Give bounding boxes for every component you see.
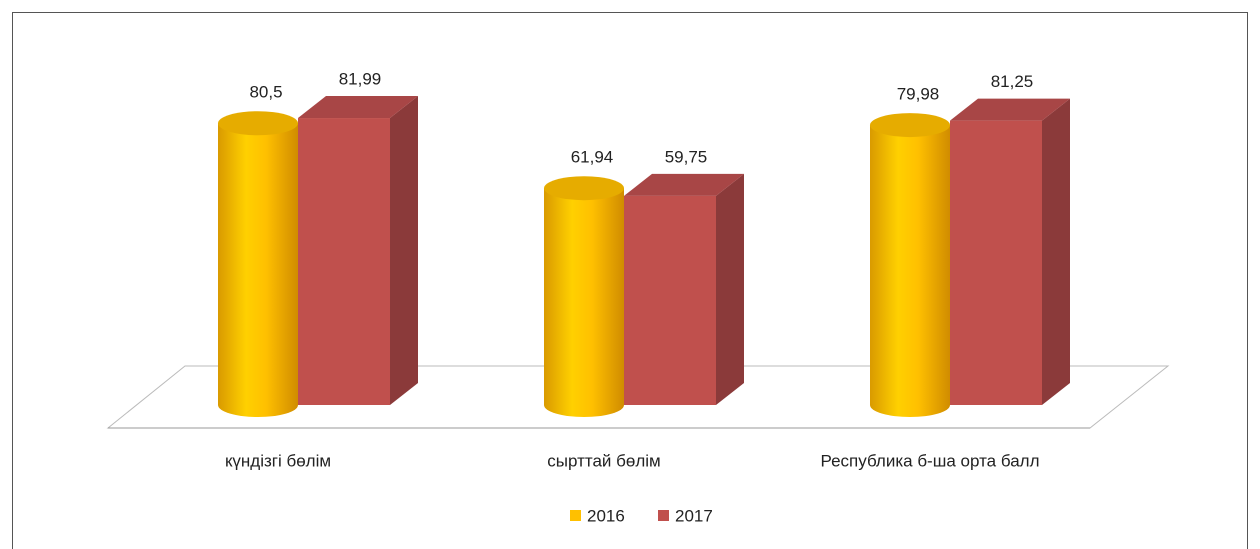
bar [624, 173, 744, 405]
box-side [1042, 98, 1070, 405]
x-tick-label: Республика б-ша орта балл [821, 451, 1040, 470]
frame [12, 12, 1248, 549]
data-label: 61,94 [571, 148, 614, 167]
legend-swatch [570, 510, 581, 521]
data-label: 59,75 [665, 147, 708, 166]
cylinder-body [870, 125, 950, 417]
box-side [716, 173, 744, 405]
box-top [950, 98, 1070, 121]
data-label: 81,25 [991, 72, 1034, 91]
x-tick-label: сырттай бөлім [547, 451, 660, 470]
legend-label: 2017 [675, 506, 713, 525]
legend-swatch [658, 510, 669, 521]
data-label: 79,98 [897, 85, 940, 104]
data-label: 80,5 [249, 83, 282, 102]
bar [870, 113, 950, 417]
cylinder-top [544, 176, 624, 201]
box-front [950, 120, 1042, 405]
box-side [390, 96, 418, 405]
box-front [298, 118, 390, 405]
legend-label: 2016 [587, 506, 625, 525]
box-top [624, 173, 744, 196]
cylinder-body [218, 123, 298, 417]
bar [950, 98, 1070, 405]
bar [544, 176, 624, 417]
bar [298, 96, 418, 405]
cylinder-top [218, 111, 298, 136]
box-front [624, 195, 716, 405]
box-top [298, 96, 418, 119]
bar [218, 111, 298, 417]
data-label: 81,99 [339, 70, 382, 89]
cylinder-body [544, 188, 624, 417]
cylinder-top [870, 113, 950, 138]
x-tick-label: күндізгі бөлім [225, 451, 331, 470]
